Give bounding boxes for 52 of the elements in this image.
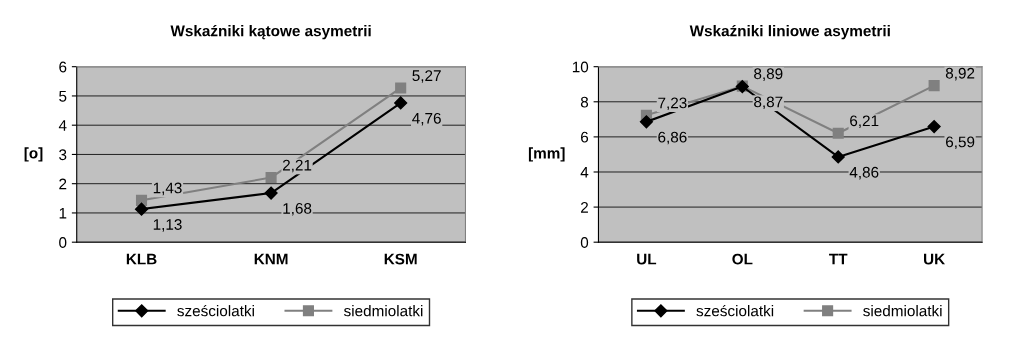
point [265, 171, 277, 184]
x-tick-label: UK [924, 253, 946, 265]
point [264, 186, 278, 200]
y-tick-label: 0 [59, 237, 67, 248]
point [927, 119, 941, 134]
data-label: 4,76 [412, 112, 441, 126]
point [832, 127, 844, 139]
point [134, 202, 149, 216]
y-tick-label: 2 [581, 201, 588, 213]
y-axis-title: [mm] [528, 147, 565, 162]
data-label: 4,86 [849, 166, 879, 180]
data-label: 8,92 [945, 67, 975, 81]
y-tick-label: 6 [59, 61, 67, 73]
x-tick-label: TT [829, 253, 848, 265]
data-label: 2,21 [282, 159, 312, 173]
y-tick-label: 3 [59, 149, 67, 161]
data-label: 6,21 [850, 115, 879, 128]
data-label: 6,59 [946, 136, 975, 150]
point [639, 115, 653, 129]
point [394, 96, 408, 110]
legend-label: siedmiolatki [344, 305, 423, 317]
y-tick-label: 4 [58, 120, 67, 131]
x-tick-label: KNM [254, 253, 288, 265]
x-tick-label: OL [732, 253, 753, 265]
data-label: 5,27 [412, 70, 441, 83]
y-tick-label: 4 [580, 167, 589, 178]
chart-title: Wskaźniki kątowe asymetrii [170, 24, 371, 40]
y-axis-title: [o] [24, 147, 43, 162]
x-tick-label: KSM [384, 253, 417, 265]
y-tick-label: 2 [59, 178, 67, 190]
data-label: 1,43 [153, 182, 182, 196]
y-tick-label: 0 [580, 237, 589, 248]
legend-label: siedmiolatki [863, 305, 942, 317]
point [395, 82, 407, 94]
x-tick-label: UL [637, 253, 657, 265]
y-tick-label: 10 [572, 61, 589, 73]
data-label: 8,89 [754, 68, 783, 81]
legend-label: sześciolatki [696, 304, 774, 317]
y-tick-label: 6 [581, 131, 589, 143]
data-label: 1,13 [153, 219, 182, 232]
y-tick-label: 8 [580, 96, 589, 108]
data-label: 7,23 [658, 97, 687, 111]
data-label: 6,86 [658, 131, 687, 145]
chart-title: Wskaźniki liniowe asymetrii [689, 24, 890, 40]
data-label: 1,68 [283, 203, 312, 216]
point [928, 80, 940, 92]
point [831, 150, 845, 164]
x-tick-label: KLB [126, 253, 157, 265]
y-tick-label: 5 [59, 90, 67, 102]
y-tick-label: 1 [59, 207, 67, 219]
data-label: 8,87 [754, 96, 783, 110]
legend-label: sześciolatki [177, 304, 254, 317]
